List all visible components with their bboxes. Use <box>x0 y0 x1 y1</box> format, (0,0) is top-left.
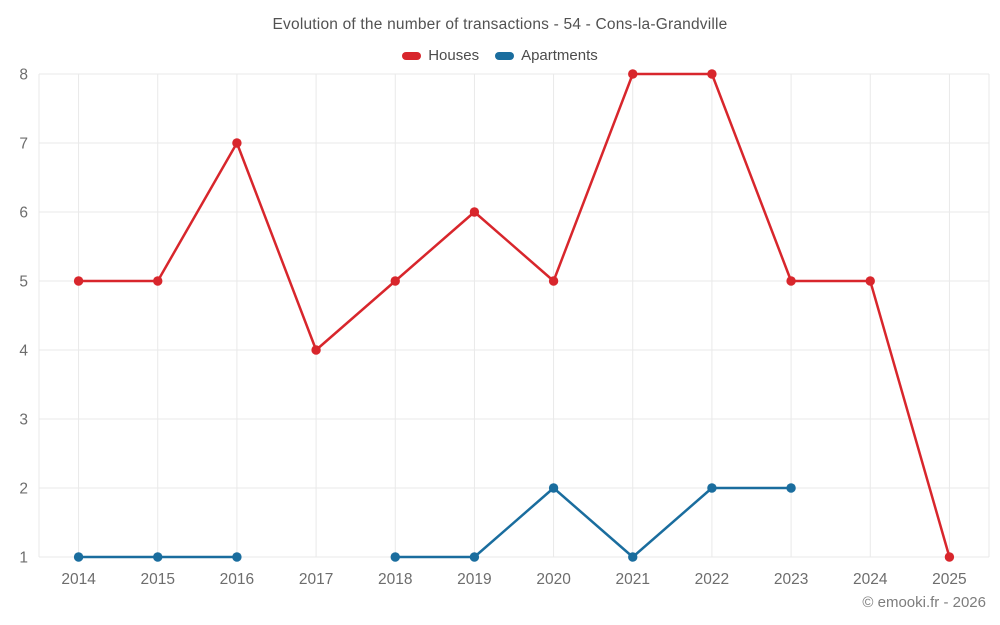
data-point-houses-2016[interactable] <box>232 138 242 148</box>
houses-legend-swatch-icon <box>402 51 422 60</box>
x-tick-label: 2021 <box>616 571 650 588</box>
x-tick-label: 2022 <box>695 571 729 588</box>
y-tick-label: 1 <box>19 550 28 567</box>
x-tick-label: 2024 <box>853 571 888 588</box>
data-point-houses-2022[interactable] <box>707 69 717 79</box>
series-apartments-line <box>394 486 793 559</box>
data-point-houses-2023[interactable] <box>786 276 796 286</box>
data-point-houses-2014[interactable] <box>73 276 84 286</box>
y-tick-label: 3 <box>19 412 28 429</box>
data-point-houses-2021[interactable] <box>628 69 638 79</box>
y-tick-label: 4 <box>19 343 28 360</box>
x-tick-label: 2014 <box>61 571 96 588</box>
x-tick-label: 2019 <box>457 571 491 588</box>
data-point-apartments-2023[interactable] <box>786 483 796 493</box>
y-tick-label: 8 <box>19 67 28 84</box>
legend-label-apartments: Apartments <box>521 47 598 64</box>
x-tick-label: 2025 <box>932 571 966 588</box>
y-tick-label: 6 <box>19 205 28 222</box>
x-tick-label: 2020 <box>536 571 571 588</box>
x-tick-label: 2016 <box>220 571 254 588</box>
y-tick-label: 2 <box>19 481 28 498</box>
data-point-houses-2024[interactable] <box>865 276 875 286</box>
legend-item-houses[interactable]: Houses <box>402 47 479 64</box>
x-tick-label: 2018 <box>378 571 412 588</box>
apartments-legend-swatch-icon <box>495 51 515 60</box>
legend: Houses Apartments <box>0 47 1000 64</box>
data-point-apartments-2016[interactable] <box>232 552 242 562</box>
legend-item-apartments[interactable]: Apartments <box>495 47 598 64</box>
x-tick-label: 2017 <box>299 571 333 588</box>
series-houses-line <box>77 72 951 559</box>
data-point-apartments-2014[interactable] <box>73 552 84 562</box>
data-point-houses-2025[interactable] <box>944 552 955 562</box>
y-tick-label: 5 <box>19 274 28 291</box>
data-point-apartments-2019[interactable] <box>469 552 480 562</box>
x-tick-label: 2015 <box>141 571 175 588</box>
data-point-houses-2015[interactable] <box>153 276 163 286</box>
data-point-apartments-2022[interactable] <box>707 483 717 493</box>
data-point-apartments-2018[interactable] <box>390 552 400 562</box>
data-point-houses-2017[interactable] <box>311 345 321 355</box>
chart-title: Evolution of the number of transactions … <box>272 16 728 33</box>
y-tick-label: 7 <box>19 136 28 153</box>
data-point-houses-2019[interactable] <box>469 207 480 217</box>
copyright-notice: © emooki.fr - 2026 <box>862 594 986 611</box>
x-tick-label: 2023 <box>774 571 808 588</box>
data-point-houses-2018[interactable] <box>390 276 400 286</box>
legend-label-houses: Houses <box>428 47 480 64</box>
data-point-apartments-2020[interactable] <box>548 483 559 493</box>
data-point-apartments-2021[interactable] <box>628 552 638 562</box>
data-point-houses-2020[interactable] <box>548 276 559 286</box>
data-point-apartments-2015[interactable] <box>153 552 163 562</box>
